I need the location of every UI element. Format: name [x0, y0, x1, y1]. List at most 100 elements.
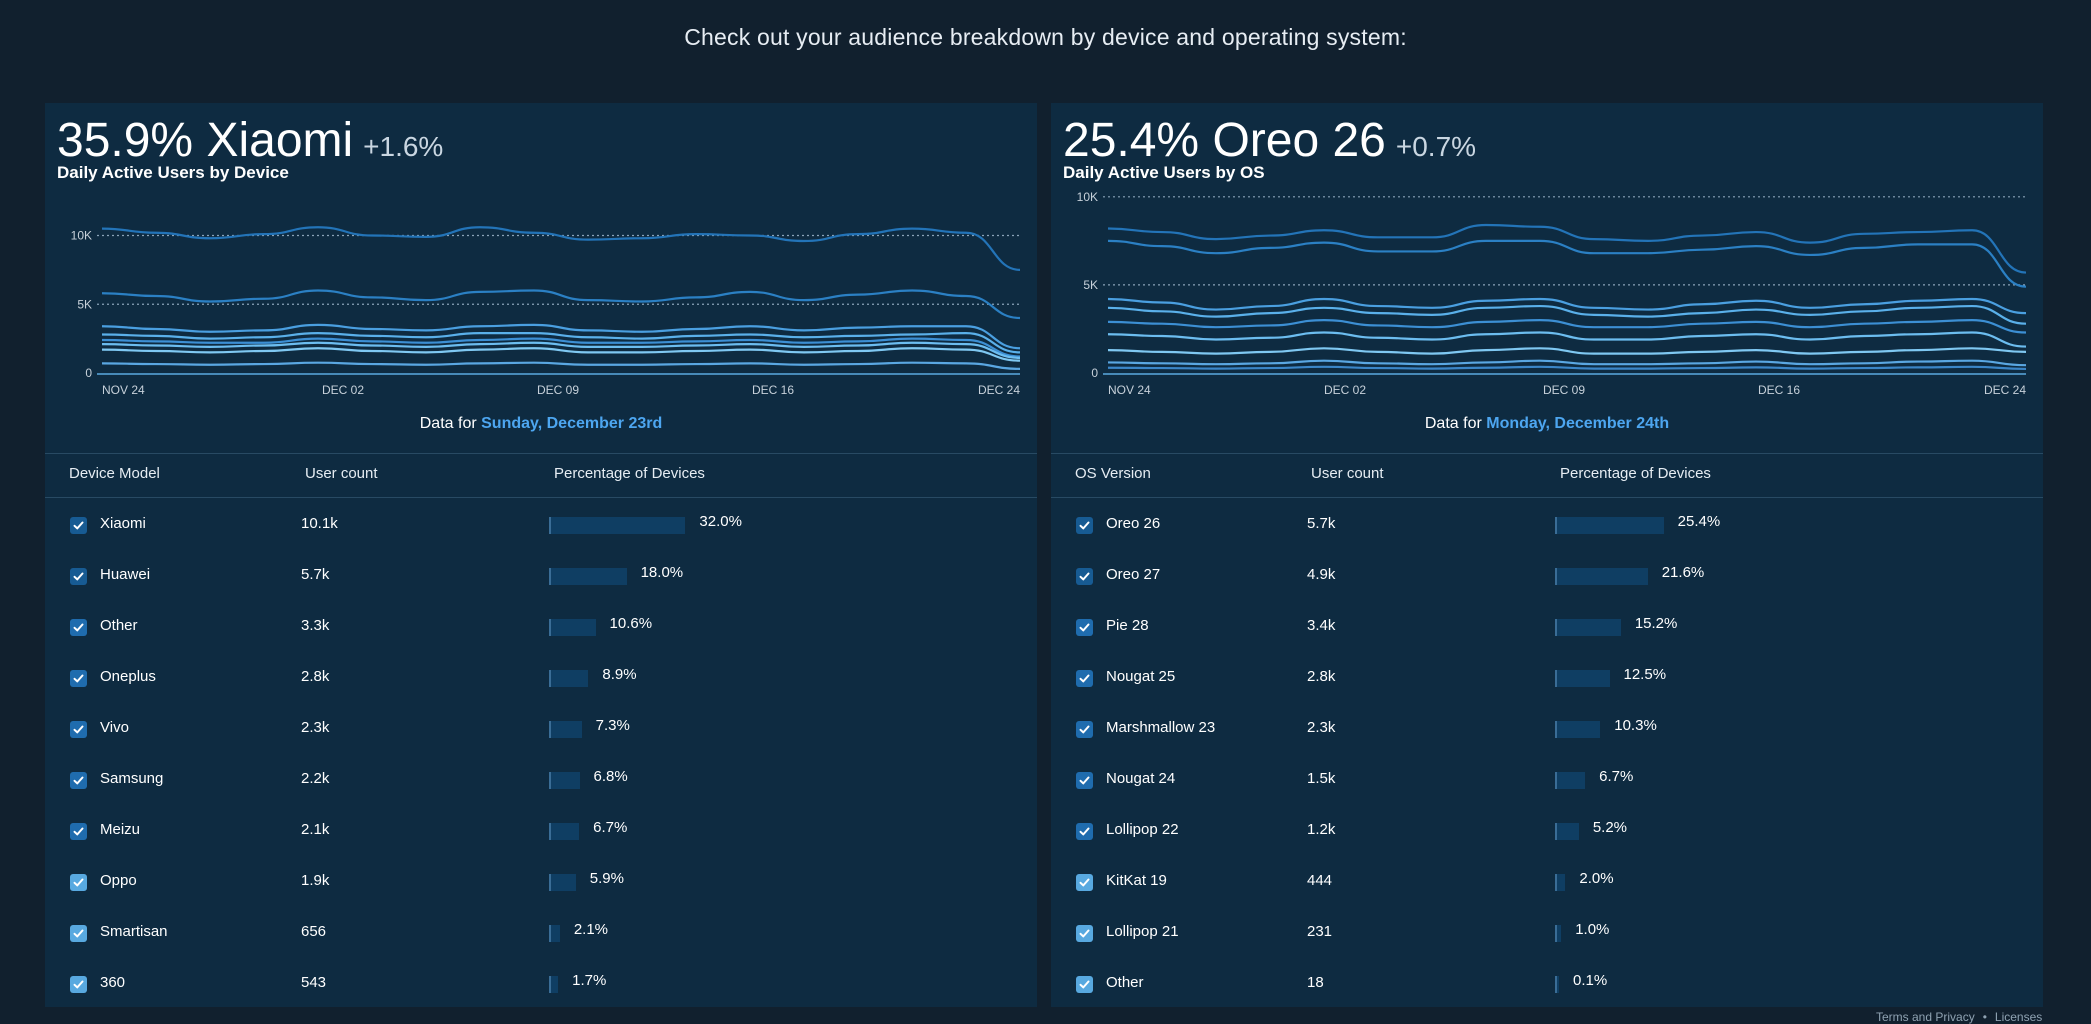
- row-label: Nougat 24: [1106, 770, 1176, 787]
- row-checkbox[interactable]: [70, 721, 87, 738]
- device-metric: 35.9% Xiaomi +1.6%: [57, 113, 443, 168]
- row-checkbox[interactable]: [1076, 619, 1093, 636]
- series-line[interactable]: [1107, 239, 2027, 288]
- row-checkbox[interactable]: [1076, 976, 1093, 993]
- percentage-bar: [549, 925, 560, 942]
- row-checkbox[interactable]: [1076, 568, 1093, 585]
- row-checkbox[interactable]: [1076, 925, 1093, 942]
- check-icon: [73, 929, 84, 938]
- os-metric-value: 25.4% Oreo 26: [1063, 114, 1386, 167]
- check-icon: [73, 623, 84, 632]
- footer-separator: •: [1982, 1010, 1987, 1024]
- row-count: 444: [1307, 872, 1333, 889]
- series-line[interactable]: [101, 323, 1021, 350]
- series-line[interactable]: [1107, 359, 2027, 367]
- row-percentage: 6.8%: [593, 768, 628, 785]
- col-header-user-count[interactable]: User count: [305, 465, 378, 482]
- row-checkbox[interactable]: [70, 517, 87, 534]
- y-tick-label: 0: [85, 366, 92, 380]
- table-row: KitKat 19 444 2.0%: [1051, 860, 2043, 911]
- row-checkbox[interactable]: [1076, 517, 1093, 534]
- row-percentage: 32.0%: [699, 513, 742, 530]
- check-icon: [73, 980, 84, 989]
- row-percentage: 10.3%: [1614, 717, 1657, 734]
- row-checkbox[interactable]: [70, 823, 87, 840]
- row-label: Smartisan: [100, 923, 168, 940]
- series-line[interactable]: [1107, 365, 2027, 371]
- divider: [1051, 453, 2043, 454]
- series-line[interactable]: [101, 289, 1021, 320]
- series-line[interactable]: [1107, 347, 2027, 355]
- os-data-for: Data for Monday, December 24th: [1051, 415, 2043, 433]
- series-line[interactable]: [1107, 297, 2027, 315]
- series-line[interactable]: [1107, 319, 2027, 334]
- row-count: 2.3k: [301, 719, 330, 736]
- row-checkbox[interactable]: [1076, 823, 1093, 840]
- series-line[interactable]: [101, 226, 1021, 271]
- row-checkbox[interactable]: [70, 568, 87, 585]
- page-heading: Check out your audience breakdown by dev…: [684, 24, 1407, 50]
- row-label: Vivo: [100, 719, 129, 736]
- row-label: Nougat 25: [1106, 668, 1176, 685]
- series-line[interactable]: [101, 337, 1021, 358]
- row-checkbox[interactable]: [70, 670, 87, 687]
- check-icon: [73, 572, 84, 581]
- col-header-percentage[interactable]: Percentage of Devices: [1560, 465, 1711, 482]
- row-checkbox[interactable]: [70, 976, 87, 993]
- series-line[interactable]: [101, 347, 1021, 362]
- series-line[interactable]: [101, 361, 1021, 370]
- row-label: Other: [1106, 974, 1144, 991]
- y-tick-label: 0: [1091, 366, 1098, 380]
- percentage-bar: [1555, 517, 1664, 534]
- series-line[interactable]: [1107, 304, 2027, 325]
- series-line[interactable]: [1107, 223, 2027, 274]
- row-count: 2.2k: [301, 770, 330, 787]
- row-checkbox[interactable]: [70, 772, 87, 789]
- series-line[interactable]: [1107, 331, 2027, 348]
- y-tick-label: 10K: [1077, 190, 1098, 204]
- row-label: Xiaomi: [100, 515, 146, 532]
- device-panel: 35.9% Xiaomi +1.6% Daily Active Users by …: [45, 103, 1037, 1007]
- series-line[interactable]: [101, 341, 1021, 359]
- row-checkbox[interactable]: [1076, 874, 1093, 891]
- x-tick-label: DEC 24: [978, 383, 1020, 397]
- col-header-os-version[interactable]: OS Version: [1075, 465, 1151, 482]
- row-checkbox[interactable]: [70, 925, 87, 942]
- os-data-for-date[interactable]: Monday, December 24th: [1486, 415, 1670, 432]
- licenses-link[interactable]: Licenses: [1994, 1010, 2043, 1024]
- series-line[interactable]: [101, 332, 1021, 354]
- os-metric-change: +0.7%: [1395, 131, 1477, 162]
- check-icon: [1079, 827, 1090, 836]
- device-metric-change: +1.6%: [363, 131, 444, 162]
- row-label: KitKat 19: [1106, 872, 1167, 889]
- col-header-device-model[interactable]: Device Model: [69, 465, 160, 482]
- device-data-for-date[interactable]: Sunday, December 23rd: [481, 415, 663, 432]
- row-checkbox[interactable]: [1076, 772, 1093, 789]
- row-checkbox[interactable]: [1076, 670, 1093, 687]
- percentage-bar: [1555, 568, 1648, 585]
- row-checkbox[interactable]: [70, 874, 87, 891]
- device-metric-value: 35.9% Xiaomi: [57, 114, 354, 167]
- device-chart-title: Daily Active Users by Device: [57, 163, 289, 182]
- row-checkbox[interactable]: [70, 619, 87, 636]
- row-label: Marshmallow 23: [1106, 719, 1216, 736]
- os-chart: 0 5K 10K NOV 24 DEC 02 DEC 09 DEC 16 DEC 24: [1077, 190, 2027, 397]
- percentage-bar: [549, 568, 627, 585]
- col-header-user-count[interactable]: User count: [1311, 465, 1384, 482]
- table-row: Other 18 0.1%: [1051, 962, 2043, 1013]
- table-row: Oreo 26 5.7k 25.4%: [1051, 503, 2043, 554]
- check-icon: [1079, 929, 1090, 938]
- table-row: Lollipop 21 231 1.0%: [1051, 911, 2043, 962]
- divider: [1051, 497, 2043, 498]
- check-icon: [1079, 776, 1090, 785]
- col-header-percentage[interactable]: Percentage of Devices: [554, 465, 705, 482]
- x-tick-label: NOV 24: [1108, 383, 1151, 397]
- percentage-bar: [1555, 619, 1621, 636]
- check-icon: [73, 776, 84, 785]
- percentage-bar: [1555, 823, 1579, 840]
- terms-link[interactable]: Terms and Privacy: [1876, 1010, 1975, 1024]
- x-tick-label: DEC 02: [1324, 383, 1366, 397]
- row-checkbox[interactable]: [1076, 721, 1093, 738]
- table-row: Oppo 1.9k 5.9%: [45, 860, 1037, 911]
- row-percentage: 1.0%: [1575, 921, 1610, 938]
